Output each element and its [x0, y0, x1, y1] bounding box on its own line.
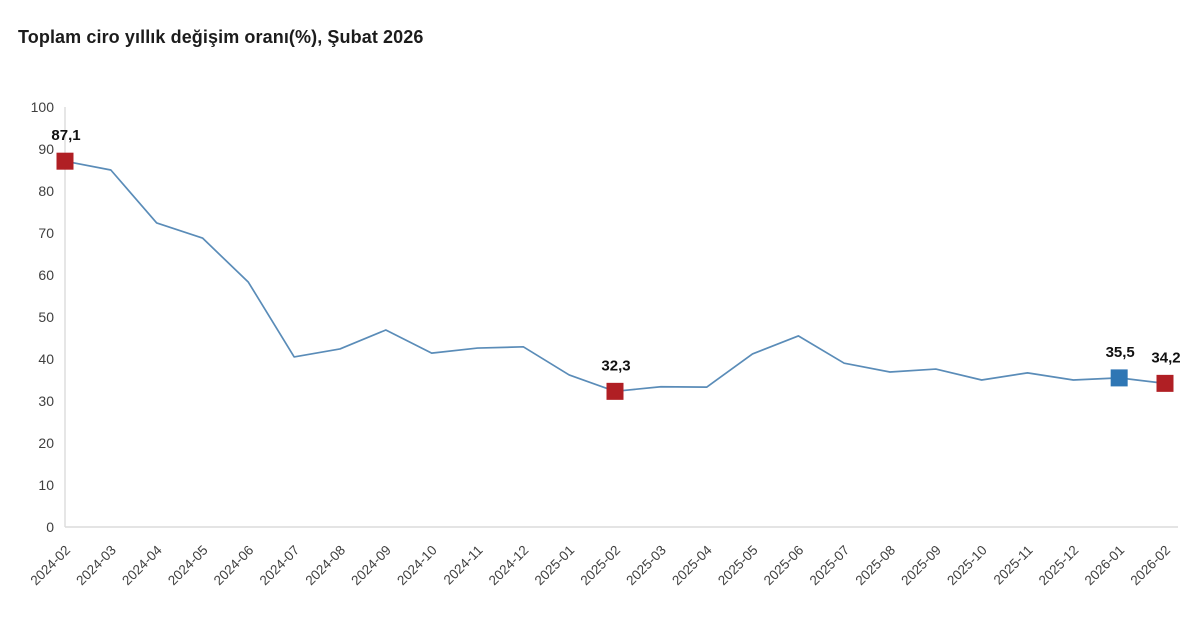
x-axis-tick-label: 2026-01: [1082, 543, 1128, 589]
x-axis-tick-label: 2025-08: [852, 543, 898, 589]
point-label: 87,1: [51, 127, 80, 144]
highlight-marker[interactable]: [1156, 374, 1174, 392]
x-axis-tick-label: 2024-06: [211, 543, 257, 589]
x-axis-tick-label: 2024-05: [165, 543, 211, 589]
highlight-marker[interactable]: [1110, 369, 1128, 387]
y-axis-tick-label: 50: [38, 309, 54, 325]
point-label: 35,5: [1106, 344, 1135, 361]
y-axis-tick-label: 80: [38, 183, 54, 199]
y-axis-tick-label: 60: [38, 267, 54, 283]
y-axis-tick-label: 10: [38, 477, 54, 493]
x-axis-tick-label: 2024-10: [394, 543, 440, 589]
point-label: 34,2: [1151, 349, 1180, 366]
y-axis-tick-label: 40: [38, 351, 54, 367]
y-axis-tick-label: 0: [46, 519, 54, 535]
highlight-marker[interactable]: [606, 382, 624, 400]
point-label: 32,3: [601, 357, 630, 374]
x-axis-tick-label: 2024-11: [441, 543, 486, 588]
y-axis-tick-label: 70: [38, 225, 54, 241]
chart-title: Toplam ciro yıllık değişim oranı(%), Şub…: [18, 27, 424, 47]
x-axis-tick-label: 2024-07: [257, 543, 303, 589]
y-axis-tick-label: 20: [38, 435, 54, 451]
y-axis-tick-label: 100: [31, 99, 55, 115]
x-axis-tick-label: 2024-08: [302, 543, 348, 589]
x-axis-tick-label: 2025-05: [715, 543, 761, 589]
x-axis-tick-label: 2024-04: [119, 542, 165, 588]
x-axis-tick-label: 2026-02: [1127, 543, 1173, 589]
x-axis-tick-label: 2025-10: [944, 543, 990, 589]
x-axis-tick-label: 2025-12: [1036, 543, 1082, 589]
y-axis-tick-label: 30: [38, 393, 54, 409]
x-axis-tick-label: 2025-02: [577, 543, 623, 589]
y-axis-tick-label: 90: [38, 141, 54, 157]
x-axis-tick-label: 2024-03: [73, 543, 119, 589]
x-axis-tick-label: 2025-04: [669, 542, 715, 588]
x-axis-tick-label: 2025-06: [761, 543, 807, 589]
x-axis-tick-label: 2025-03: [623, 543, 669, 589]
x-axis-tick-label: 2024-02: [27, 543, 73, 589]
highlight-marker[interactable]: [56, 152, 74, 170]
x-axis-tick-label: 2025-07: [807, 543, 853, 589]
x-axis-tick-label: 2025-11: [991, 543, 1036, 588]
x-axis-tick-label: 2024-09: [348, 543, 394, 589]
x-axis-tick-label: 2025-09: [898, 543, 944, 589]
x-axis-tick-label: 2025-01: [532, 543, 578, 589]
x-axis-tick-label: 2024-12: [486, 543, 532, 589]
